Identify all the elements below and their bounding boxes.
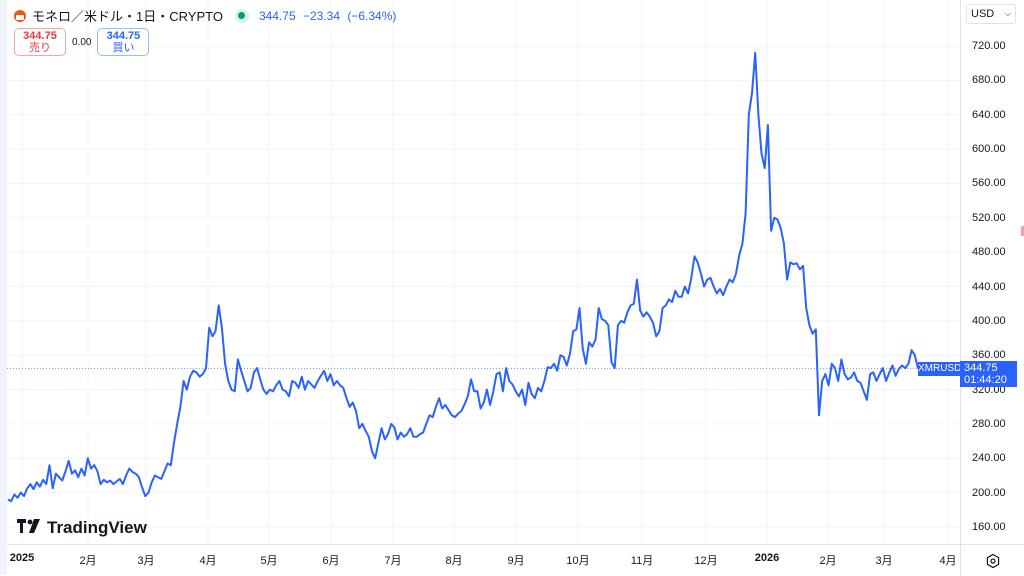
time-tick: 3月 — [875, 555, 893, 567]
price-tick: 720.00 — [972, 40, 1006, 52]
price-tick: 680.00 — [972, 74, 1006, 87]
grid-lines — [7, 0, 960, 544]
buy-button[interactable]: 344.75 買い — [97, 28, 150, 56]
time-tick: 4月 — [199, 555, 217, 567]
time-axis[interactable] — [7, 544, 960, 576]
symbol-price-label: XMRUSD — [918, 362, 962, 376]
buy-price: 344.75 — [106, 30, 141, 42]
trade-buttons: 344.75 売り 0.00 344.75 買い — [14, 28, 150, 56]
price-change: −23.34 — [302, 8, 341, 23]
bar-countdown: 01:44:20 — [964, 374, 1007, 386]
monero-icon — [14, 9, 26, 22]
market-open-icon[interactable] — [234, 8, 249, 23]
time-tick: 5月 — [260, 555, 278, 567]
last-price: 344.75 — [258, 8, 296, 23]
currency-value: USD — [971, 8, 995, 20]
price-tick: 520.00 — [972, 211, 1006, 224]
price-axis[interactable] — [960, 0, 1024, 544]
price-tick: 440.00 — [972, 280, 1006, 293]
time-tick: 4月 — [939, 555, 957, 567]
time-tick: 8月 — [445, 555, 463, 567]
time-tick: 3月 — [137, 555, 155, 567]
price-change-pct: (−6.34%) — [347, 8, 397, 23]
scroll-marker — [1021, 226, 1024, 236]
price-tick: 560.00 — [972, 177, 1006, 190]
sell-label: 売り — [29, 42, 51, 54]
time-tick: 2月 — [819, 555, 837, 567]
price-tick: 640.00 — [972, 108, 1006, 121]
spread-value: 0.00 — [72, 36, 92, 48]
settings-icon — [986, 553, 1000, 568]
price-tick: 360.00 — [972, 349, 1006, 362]
quote-values: 344.75 −23.34 (−6.34%) — [259, 9, 400, 23]
tradingview-logo[interactable]: TradingView — [17, 518, 147, 538]
currency-select[interactable]: USD ⌵ — [966, 4, 1016, 24]
chart-settings-button[interactable] — [960, 544, 1024, 576]
time-tick: 12月 — [694, 555, 718, 567]
price-chart[interactable] — [7, 0, 960, 544]
sell-price: 344.75 — [23, 30, 57, 42]
price-tick: 280.00 — [972, 417, 1006, 430]
buy-label: 買い — [112, 42, 135, 54]
left-toolbar-strip — [0, 0, 7, 575]
last-price-label: 344.75 01:44:20 — [960, 361, 1017, 387]
price-tick: 600.00 — [972, 143, 1006, 156]
time-tick: 2月 — [79, 555, 97, 567]
symbol-legend[interactable]: モネロ／米ドル・1日・CRYPTO 344.75 −23.34 (−6.34%) — [14, 6, 400, 25]
price-tick: 200.00 — [972, 486, 1006, 499]
price-tick: 400.00 — [972, 314, 1006, 327]
time-tick: 10月 — [566, 555, 590, 567]
time-tick: 6月 — [322, 555, 340, 567]
time-tick: 2025 — [9, 552, 35, 564]
price-tick: 160.00 — [972, 521, 1006, 533]
time-tick: 11月 — [630, 555, 654, 567]
last-price-value: 344.75 — [964, 362, 998, 374]
sell-button[interactable]: 344.75 売り — [14, 28, 66, 56]
time-tick: 7月 — [384, 555, 402, 567]
time-tick: 2026 — [754, 552, 780, 564]
chart-pane[interactable] — [7, 0, 960, 544]
tradingview-logo-text: TradingView — [47, 518, 147, 537]
symbol-title[interactable]: モネロ／米ドル・1日・CRYPTO — [32, 9, 223, 24]
tradingview-logo-icon — [17, 518, 41, 538]
chevron-down-icon: ⌵ — [1004, 9, 1011, 18]
price-tick: 480.00 — [972, 246, 1006, 259]
price-tick: 240.00 — [972, 452, 1006, 465]
time-tick: 9月 — [507, 555, 525, 567]
price-line — [7, 51, 919, 503]
